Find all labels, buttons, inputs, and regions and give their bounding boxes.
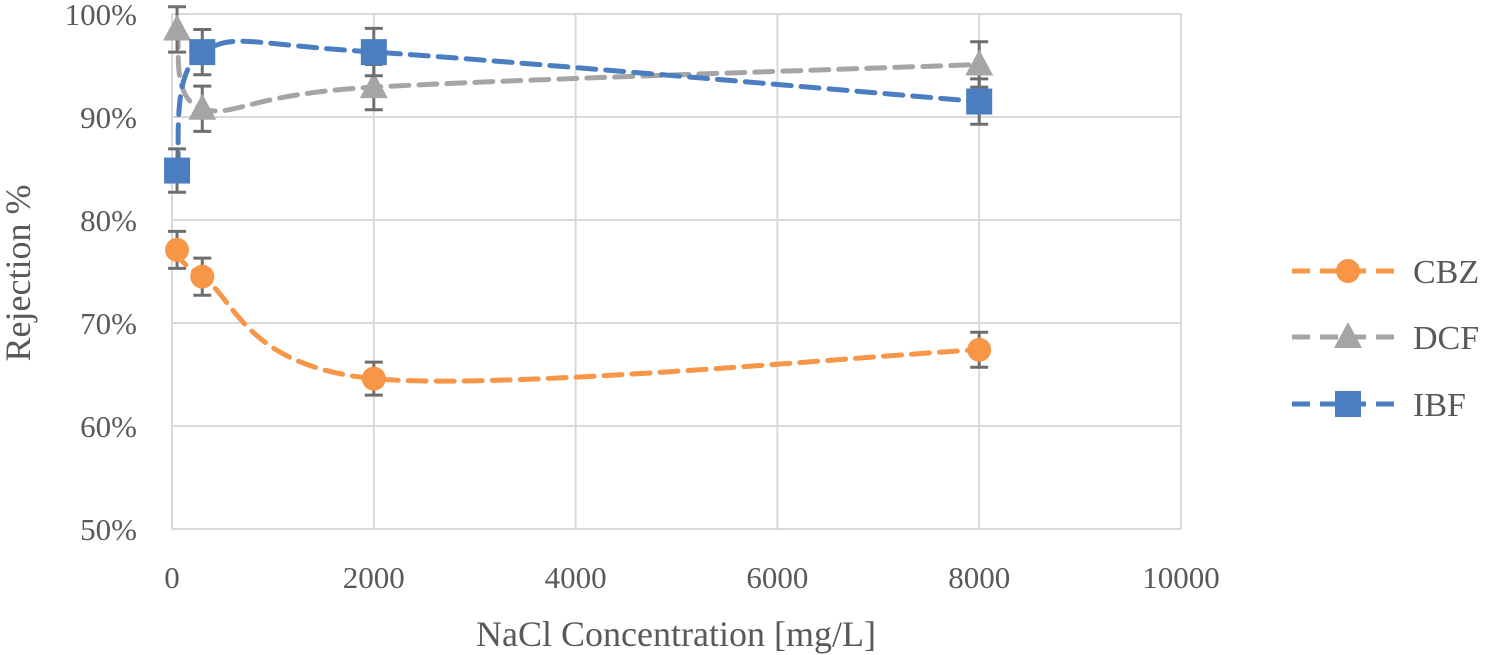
- data-point: [163, 14, 192, 41]
- legend-item-dcf: DCF: [1292, 320, 1479, 357]
- y-tick-label: 70%: [80, 306, 137, 341]
- y-tick-label: 90%: [80, 100, 137, 135]
- legend-label: DCF: [1413, 320, 1479, 357]
- data-point: [966, 88, 993, 115]
- y-tick-label: 100%: [65, 0, 137, 32]
- x-tick-label: 0: [164, 560, 180, 595]
- y-tick-label: 50%: [80, 512, 137, 547]
- data-point: [967, 337, 992, 362]
- series-line: [174, 38, 982, 174]
- data-point: [188, 93, 217, 120]
- x-tick-label: 6000: [746, 560, 808, 595]
- x-axis-title: NaCl Concentration [mg/L]: [476, 614, 876, 654]
- y-tick-label: 60%: [80, 409, 137, 444]
- series-dcf: [163, 5, 994, 133]
- legend-item-ibf: IBF: [1292, 387, 1466, 424]
- y-tick-label: 80%: [80, 203, 137, 238]
- data-point: [359, 72, 388, 99]
- series-layer: [163, 5, 994, 397]
- data-point: [361, 366, 386, 391]
- x-tick-label: 8000: [948, 560, 1010, 595]
- legend-item-cbz: CBZ: [1292, 254, 1479, 291]
- legend: CBZ DCF IBF: [1292, 254, 1479, 424]
- legend-label: IBF: [1413, 387, 1466, 424]
- legend-label: CBZ: [1413, 254, 1479, 291]
- x-tick-label: 4000: [545, 560, 607, 595]
- data-point: [164, 157, 191, 184]
- legend-marker: [1334, 322, 1362, 348]
- series-ibf: [164, 26, 993, 194]
- series-line: [174, 247, 982, 384]
- data-point: [360, 39, 387, 66]
- legend-marker: [1335, 391, 1361, 417]
- data-point: [165, 237, 190, 262]
- y-tick-labels: 50% 60% 70% 80% 90% 100%: [65, 0, 137, 547]
- data-point: [965, 49, 994, 76]
- x-tick-label: 2000: [343, 560, 405, 595]
- x-tick-label: 10000: [1142, 560, 1220, 595]
- legend-marker: [1336, 259, 1360, 283]
- series-cbz: [165, 229, 992, 397]
- y-axis-title: Rejection %: [0, 185, 38, 362]
- x-tick-labels: 0 2000 4000 6000 8000 10000: [164, 560, 1220, 595]
- data-point: [189, 39, 216, 66]
- data-point: [190, 264, 215, 289]
